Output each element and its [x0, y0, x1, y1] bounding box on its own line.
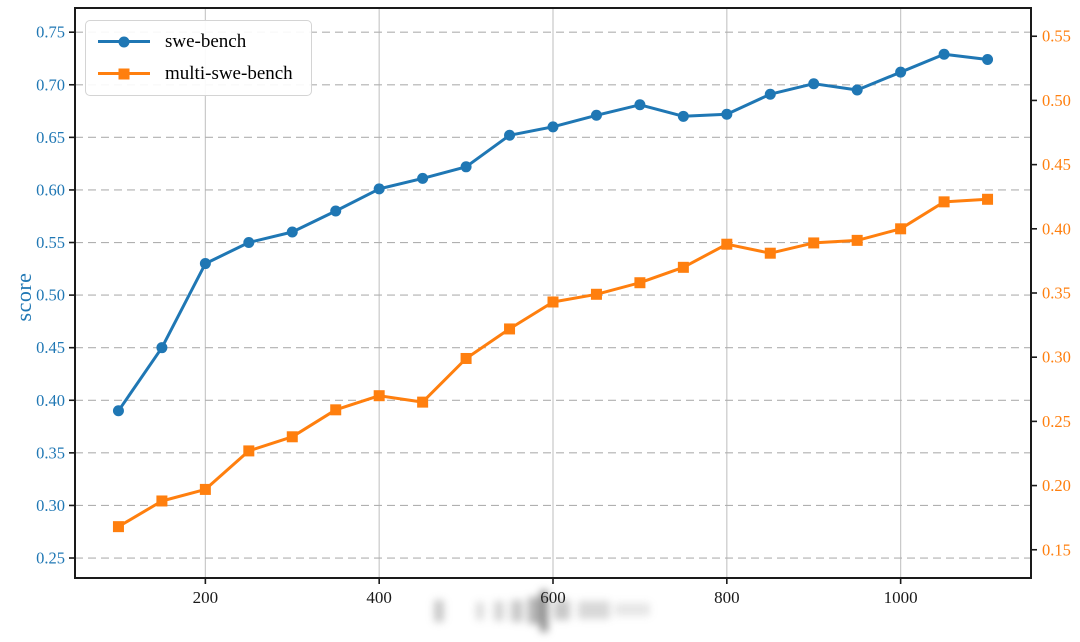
x-tick-label: 400 — [366, 588, 392, 607]
legend-label: multi-swe-bench — [165, 63, 293, 84]
data-point-swe-bench — [330, 205, 342, 217]
data-point-swe-bench — [504, 129, 516, 141]
data-point-multi-swe-bench — [199, 483, 211, 495]
data-point-swe-bench — [938, 48, 950, 60]
data-point-swe-bench — [112, 405, 124, 417]
right-tick-label: 0.25 — [1042, 412, 1071, 431]
data-point-multi-swe-bench — [938, 196, 950, 208]
left-tick-label: 0.35 — [36, 443, 65, 462]
data-point-multi-swe-bench — [112, 521, 124, 533]
left-tick-label: 0.55 — [36, 233, 65, 252]
plot-border — [74, 7, 1032, 579]
data-point-swe-bench — [199, 258, 211, 270]
right-tick-label: 0.15 — [1042, 540, 1071, 559]
data-point-multi-swe-bench — [677, 261, 689, 273]
data-point-swe-bench — [677, 110, 689, 122]
x-tick-label: 1000 — [884, 588, 918, 607]
x-tick-label: 200 — [193, 588, 219, 607]
data-point-swe-bench — [721, 108, 733, 120]
data-point-multi-swe-bench — [504, 323, 516, 335]
data-point-multi-swe-bench — [982, 193, 994, 205]
data-point-swe-bench — [547, 121, 559, 133]
data-point-swe-bench — [373, 183, 385, 195]
data-point-swe-bench — [460, 161, 472, 173]
data-point-swe-bench — [808, 78, 820, 90]
square-marker-icon — [118, 68, 130, 79]
left-tick-label: 0.30 — [36, 496, 65, 515]
data-point-multi-swe-bench — [286, 431, 298, 443]
data-point-swe-bench — [982, 54, 994, 66]
data-point-multi-swe-bench — [373, 390, 385, 402]
right-tick-label: 0.45 — [1042, 155, 1071, 174]
left-tick-label: 0.40 — [36, 391, 65, 410]
left-tick-label: 0.45 — [36, 338, 65, 357]
data-point-multi-swe-bench — [764, 247, 776, 259]
data-point-multi-swe-bench — [547, 296, 559, 308]
right-tick-label: 0.20 — [1042, 476, 1071, 495]
right-tick-label: 0.55 — [1042, 27, 1071, 46]
data-point-swe-bench — [417, 172, 429, 184]
left-tick-label: 0.75 — [36, 23, 65, 42]
left-tick-label: 0.50 — [36, 286, 65, 305]
data-point-multi-swe-bench — [634, 277, 646, 289]
legend-item-swe-bench: swe-bench — [98, 28, 293, 55]
y-axis-label: score — [11, 272, 36, 322]
left-tick-label: 0.70 — [36, 75, 65, 94]
data-point-multi-swe-bench — [808, 237, 820, 249]
legend-item-multi-swe-bench: multi-swe-bench — [98, 60, 293, 87]
circle-marker-icon — [118, 36, 130, 47]
right-tick-label: 0.35 — [1042, 284, 1071, 303]
left-tick-label: 0.60 — [36, 180, 65, 199]
right-tick-label: 0.50 — [1042, 91, 1071, 110]
data-point-swe-bench — [895, 66, 907, 78]
right-tick-label: 0.30 — [1042, 348, 1071, 367]
data-point-multi-swe-bench — [851, 234, 863, 246]
data-point-swe-bench — [764, 88, 776, 100]
legend: swe-bench multi-swe-bench — [85, 20, 312, 96]
legend-label: swe-bench — [165, 31, 247, 52]
data-point-multi-swe-bench — [243, 445, 255, 457]
data-point-multi-swe-bench — [330, 404, 342, 416]
legend-sample-line-circle — [98, 35, 150, 49]
right-tick-label: 0.40 — [1042, 219, 1071, 238]
data-point-swe-bench — [634, 99, 646, 111]
data-point-swe-bench — [243, 237, 255, 249]
data-point-multi-swe-bench — [156, 495, 168, 507]
x-tick-label: 600 — [540, 588, 566, 607]
data-point-swe-bench — [156, 342, 168, 354]
legend-sample-line-square — [98, 67, 150, 81]
data-point-multi-swe-bench — [590, 288, 602, 300]
left-tick-label: 0.65 — [36, 128, 65, 147]
data-point-multi-swe-bench — [417, 396, 429, 408]
data-point-multi-swe-bench — [460, 352, 472, 364]
data-point-multi-swe-bench — [721, 238, 733, 250]
data-point-multi-swe-bench — [895, 223, 907, 235]
data-point-swe-bench — [851, 84, 863, 96]
left-tick-label: 0.25 — [36, 549, 65, 568]
x-tick-label: 800 — [714, 588, 740, 607]
data-point-swe-bench — [286, 226, 298, 238]
data-point-swe-bench — [590, 109, 602, 121]
